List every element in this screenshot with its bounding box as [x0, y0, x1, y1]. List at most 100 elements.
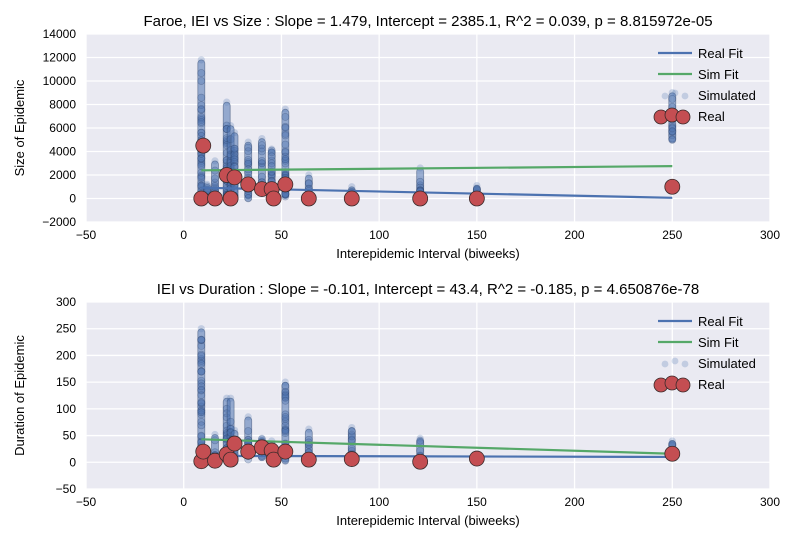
legend-entry: Real [653, 107, 725, 125]
simulated-point [668, 123, 677, 132]
legend-label: Sim Fit [698, 335, 739, 350]
simulated-point [416, 436, 425, 445]
simulated-point [197, 358, 206, 367]
real-point [222, 190, 239, 207]
simulated-point [668, 135, 677, 144]
real-point [240, 443, 257, 460]
x-tick-label: 50 [275, 495, 289, 509]
legend-point-swatch [675, 109, 691, 125]
simulated-point [267, 170, 276, 179]
simulated-point [281, 131, 290, 140]
simulated-point [416, 177, 425, 186]
legend-label: Real [698, 377, 725, 392]
simulated-point [197, 172, 206, 181]
real-point [195, 443, 212, 460]
simulated-point [244, 158, 253, 166]
simulated-point [281, 393, 290, 402]
simulated-point [197, 367, 206, 376]
simulated-point [197, 157, 206, 166]
simulated-point [305, 171, 313, 179]
simulated-point [257, 159, 266, 168]
y-tick-label: 250 [56, 322, 76, 336]
simulated-point [257, 157, 266, 165]
simulated-point [197, 406, 206, 415]
simulated-point [197, 93, 206, 102]
real-point [222, 451, 239, 468]
x-tick-label: 100 [369, 495, 389, 509]
simulated-point [197, 101, 206, 110]
simulated-point [227, 122, 235, 130]
simulated-point [197, 336, 206, 345]
simulated-point [197, 154, 206, 163]
y-tick-label: 10000 [43, 74, 77, 88]
legend-label: Real [698, 109, 725, 124]
simulated-point [197, 154, 206, 163]
real-point [468, 190, 485, 207]
simulated-point [197, 399, 206, 407]
legend-entry: Simulated [661, 356, 756, 371]
simulated-point [197, 105, 206, 114]
simulated-point [281, 156, 290, 165]
simulated-point [668, 94, 677, 103]
simulated-points [281, 108, 290, 199]
simulated-point [230, 153, 239, 162]
simulated-point [416, 434, 424, 442]
legend-point-swatch [661, 92, 669, 100]
simulated-point [197, 379, 206, 388]
simulated-point [211, 178, 219, 187]
y-tick-label: 300 [56, 295, 76, 309]
simulated-point [227, 394, 235, 402]
legend-entry: Sim Fit [658, 67, 739, 82]
simulated-point [281, 425, 290, 433]
simulated-point [197, 116, 206, 124]
simulated-point [197, 391, 206, 400]
simulated-point [197, 398, 206, 407]
real-point [300, 451, 317, 468]
x-tick-label: 300 [760, 228, 780, 242]
simulated-point [197, 129, 206, 137]
x-axis-label: Interepidemic Interval (biweeks) [336, 513, 520, 528]
simulated-point [267, 170, 276, 179]
simulated-point [244, 147, 253, 156]
simulated-point [668, 127, 677, 136]
simulated-point [223, 98, 231, 106]
simulated-point [267, 146, 276, 155]
simulated-point [267, 156, 276, 165]
y-tick-label: 12000 [43, 51, 77, 65]
simulated-point [281, 396, 290, 405]
x-tick-label: −50 [76, 228, 97, 242]
simulated-point [197, 171, 206, 180]
y-axis-label: Duration of Epidemic [12, 335, 27, 456]
chart-panel-2: −50 0 50 100 150 200 250 300 −50 0 50 100 150 200 250 3… [12, 281, 780, 528]
simulated-point [305, 425, 313, 433]
simulated-point [281, 388, 290, 397]
real-point [193, 190, 210, 207]
simulated-point [244, 427, 253, 435]
simulated-point [281, 152, 290, 161]
simulated-point [197, 128, 206, 137]
simulated-point [197, 356, 206, 365]
simulated-point [281, 410, 290, 419]
simulated-point [197, 113, 206, 121]
simulated-point [197, 359, 206, 368]
simulated-point [230, 157, 239, 166]
simulated-point [268, 145, 276, 153]
simulated-point [197, 114, 206, 123]
simulated-point [230, 129, 239, 137]
x-tick-label: 200 [565, 228, 585, 242]
simulated-point [197, 69, 206, 77]
simulated-point [197, 410, 206, 419]
real-point [664, 178, 681, 195]
simulated-point [197, 342, 206, 350]
legend-entry: Sim Fit [658, 335, 739, 350]
simulated-point [304, 179, 313, 187]
y-tick-label: 6000 [49, 121, 76, 135]
simulated-point [281, 426, 290, 435]
simulated-point [197, 118, 206, 126]
real-point [300, 190, 317, 207]
y-tick-label: 0 [69, 455, 76, 469]
simulated-point [230, 144, 239, 153]
simulated-point [267, 159, 276, 168]
x-tick-label: 250 [662, 495, 682, 509]
simulated-point [230, 154, 239, 163]
